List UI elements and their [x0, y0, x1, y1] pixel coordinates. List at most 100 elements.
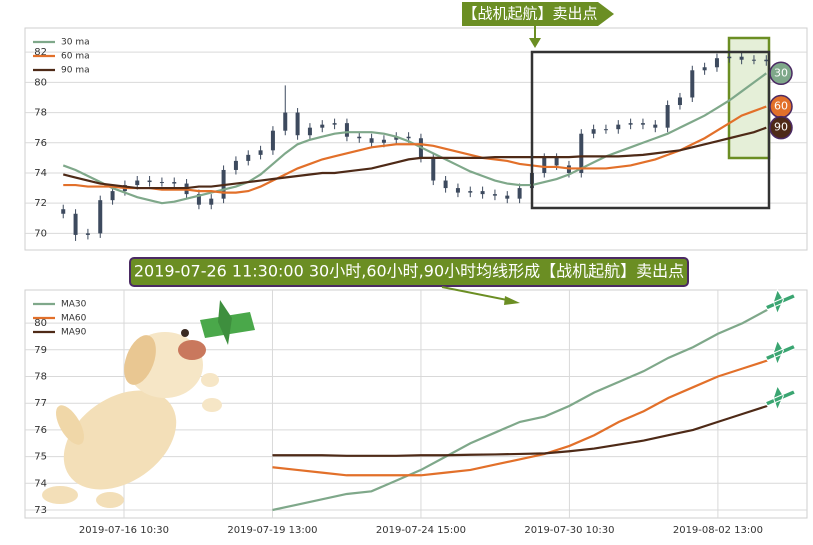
- y-tick-label: 78: [34, 108, 47, 119]
- x-tick-label: 2019-08-02 13:00: [673, 525, 763, 536]
- candle-body: [616, 124, 621, 130]
- candle-body: [480, 191, 485, 195]
- candle-body: [196, 194, 201, 205]
- candle-body: [455, 188, 460, 193]
- candle-body: [332, 123, 337, 125]
- dog-illustration: [42, 300, 255, 508]
- candle-body: [295, 112, 300, 136]
- candle-body: [406, 136, 411, 139]
- candle-body: [73, 213, 78, 235]
- y-tick-label: 72: [34, 198, 47, 209]
- candle-body: [270, 130, 275, 151]
- legend-label: 60 ma: [61, 52, 90, 62]
- candle-body: [369, 138, 374, 143]
- banner-top-text: 【战机起航】卖出点: [462, 5, 597, 23]
- candle-body: [98, 200, 103, 234]
- candle-body: [542, 157, 547, 173]
- x-tick-label: 2019-07-24 15:00: [376, 525, 466, 536]
- end-badge-label: 90: [774, 121, 788, 134]
- marks-layer: [61, 52, 769, 512]
- candle-body: [751, 59, 756, 61]
- overlay-layer: 30 ma 30 60 ma 60 90 ma 90 MA30 MA60 MA90: [33, 38, 797, 412]
- arrow-head: [504, 296, 520, 305]
- candle-body: [246, 154, 251, 161]
- candle-body: [135, 180, 140, 186]
- ma-line: [272, 359, 768, 477]
- candle-body: [431, 157, 436, 181]
- candle-body: [665, 105, 670, 128]
- candle-body: [579, 133, 584, 173]
- plane-icon: [764, 339, 797, 366]
- y-tick-label: 74: [34, 168, 47, 179]
- candle-body: [591, 129, 596, 134]
- candle-body: [61, 209, 66, 214]
- candle-body: [690, 70, 695, 98]
- ma-line: [272, 404, 768, 457]
- candle-body: [468, 191, 473, 193]
- x-tick-label: 2019-07-16 10:30: [79, 525, 169, 536]
- candle-body: [172, 182, 177, 184]
- y-tick-label: 76: [34, 425, 47, 436]
- candle-body: [677, 97, 682, 106]
- x-tick-label: 2019-07-30 10:30: [524, 525, 614, 536]
- banner-mid: [129, 257, 689, 287]
- y-tick-label: 76: [34, 138, 47, 149]
- banner-mid-text: 2019-07-26 11:30:00 30小时,60小时,90小时均线形成【战…: [134, 262, 684, 281]
- x-tick-label: 2019-07-19 13:00: [227, 525, 317, 536]
- y-tick-label: 70: [34, 228, 47, 239]
- candle-body: [85, 233, 90, 235]
- candle-body: [394, 136, 399, 140]
- candle-body: [517, 188, 522, 199]
- candle-body: [505, 195, 510, 199]
- candle-body: [764, 59, 769, 62]
- candle-body: [307, 127, 312, 136]
- candle-body: [739, 56, 744, 60]
- y-tick-label: 75: [34, 452, 47, 463]
- candle-body: [492, 194, 497, 196]
- banner-top: [462, 2, 614, 26]
- top-panel: [24, 27, 808, 251]
- candle-body: [283, 112, 288, 131]
- legend-label: 30 ma: [61, 38, 90, 48]
- legend-label: MA90: [61, 328, 87, 338]
- candle-body: [320, 124, 325, 128]
- plane-icon: [764, 288, 797, 316]
- end-badge: [769, 115, 793, 140]
- zoom-box: [530, 50, 771, 210]
- candle-body: [357, 136, 362, 139]
- ma-line: [63, 105, 767, 194]
- candle-body: [233, 160, 238, 170]
- legend-label: 90 ma: [61, 66, 90, 76]
- candle-body: [714, 58, 719, 68]
- candle-body: [159, 182, 164, 184]
- end-badge: [769, 61, 793, 86]
- candle-body: [640, 123, 645, 125]
- candle-body: [653, 124, 658, 128]
- candle-body: [110, 191, 115, 201]
- candle-body: [702, 67, 707, 71]
- y-tick-label: 79: [34, 345, 47, 356]
- legend-label: MA30: [61, 300, 87, 310]
- ma-line: [62, 126, 767, 190]
- y-tick-label: 80: [34, 77, 47, 88]
- y-tick-label: 77: [34, 398, 47, 409]
- end-badge-label: 60: [774, 100, 788, 113]
- y-tick-label: 73: [34, 505, 47, 516]
- candle-body: [603, 129, 608, 131]
- signal-box: [727, 36, 771, 160]
- y-tick-label: 82: [34, 47, 47, 58]
- y-tick-label: 78: [34, 372, 47, 383]
- arrow: [441, 286, 513, 302]
- ma-line: [272, 308, 768, 512]
- candle-body: [381, 139, 386, 143]
- candle-body: [628, 123, 633, 125]
- legend-label: MA60: [61, 314, 87, 324]
- arrow-head: [529, 38, 541, 48]
- y-tick-label: 80: [34, 318, 47, 329]
- candle-body: [258, 150, 263, 155]
- end-badge-label: 30: [774, 66, 788, 79]
- candle-body: [443, 180, 448, 189]
- plane-icon: [764, 384, 797, 412]
